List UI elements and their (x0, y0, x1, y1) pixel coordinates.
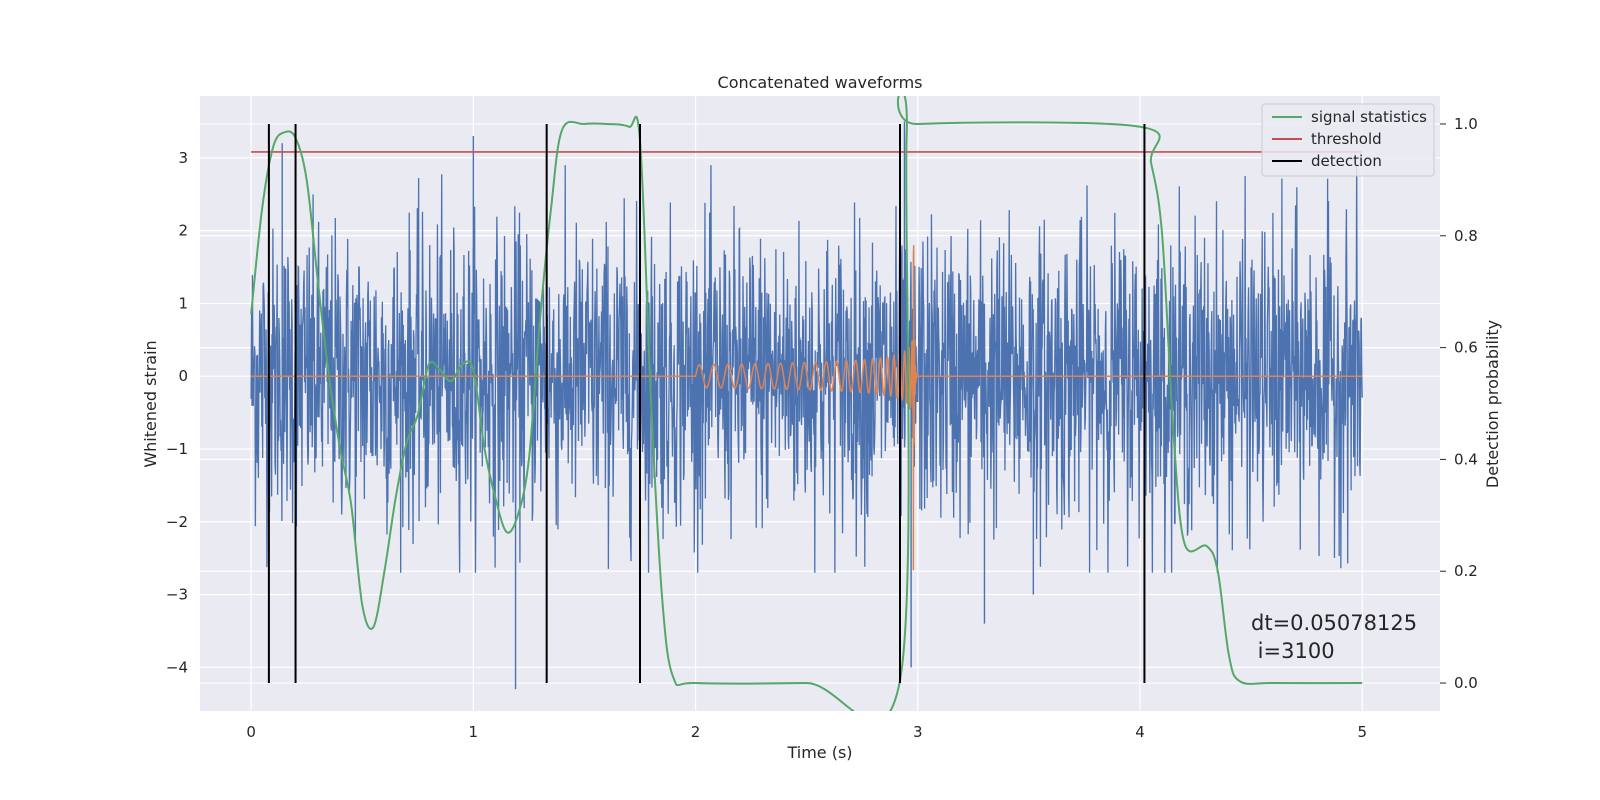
axes: 0 1 2 3 4 5 −4 −3 −2 −1 0 1 2 3 0.0 0.2 0.4 0.6 0.8 1.0 (166, 115, 1478, 741)
x-tick-label: 2 (691, 723, 701, 741)
y-axis-right-label: Detection probability (1483, 320, 1502, 488)
y-left-tick-label: 0 (178, 367, 188, 385)
plot-area (250, 96, 1363, 711)
legend-box (1261, 103, 1435, 177)
y-left-tick-label: −2 (166, 513, 188, 531)
y-left-tick-label: −4 (166, 658, 188, 676)
x-tick-label: 5 (1357, 723, 1367, 741)
y-left-tick-label: −1 (166, 440, 188, 458)
y-right-tick-label: 1.0 (1454, 115, 1478, 133)
y-right-tick-label: 0.2 (1454, 562, 1478, 580)
legend-label-signal-statistics: signal statistics (1311, 108, 1427, 126)
y-left-tick-label: 3 (178, 149, 188, 167)
x-tick-label: 4 (1135, 723, 1145, 741)
chart-title: Concatenated waveforms (718, 73, 923, 92)
x-tick-label: 3 (913, 723, 923, 741)
x-tick-label: 0 (246, 723, 256, 741)
annotation-i: i=3100 (1251, 639, 1335, 663)
y-axis-left-label: Whitened strain (141, 340, 160, 467)
injected-waveform-line (251, 245, 1363, 571)
x-axis-label: Time (s) (786, 743, 852, 762)
y-right-tick-label: 0.6 (1454, 339, 1478, 357)
signal-statistics-line (250, 96, 1363, 711)
y-left-tick-label: 2 (178, 222, 188, 240)
legend-label-detection: detection (1311, 152, 1382, 170)
annotation-dt: dt=0.05078125 (1251, 611, 1417, 635)
whitened-strain-line (250, 165, 1363, 573)
y-right-tick-label: 0.8 (1454, 227, 1478, 245)
x-tick-label: 1 (469, 723, 479, 741)
legend: signal statistics threshold detection (1261, 103, 1435, 177)
y-right-tick-label: 0.4 (1454, 450, 1478, 468)
annotation: dt=0.05078125 i=3100 (1251, 611, 1417, 663)
y-left-tick-label: 1 (178, 294, 188, 312)
y-right-tick-label: 0.0 (1454, 674, 1478, 692)
legend-label-threshold: threshold (1311, 130, 1382, 148)
y-left-tick-label: −3 (166, 586, 188, 604)
